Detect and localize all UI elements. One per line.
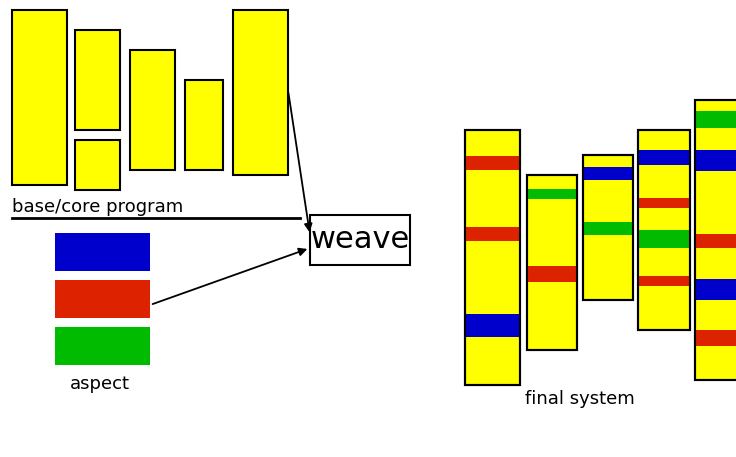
Bar	[465, 155, 520, 170]
Bar	[465, 130, 520, 385]
Bar	[527, 266, 577, 282]
Text: aspect: aspect	[70, 375, 130, 393]
Text: weave: weave	[311, 225, 410, 255]
Bar	[638, 130, 690, 330]
Bar	[638, 230, 690, 248]
Bar	[695, 329, 736, 346]
Text: base/core program: base/core program	[12, 198, 183, 216]
Bar	[638, 130, 690, 330]
Text: final system: final system	[525, 390, 635, 408]
Bar	[695, 234, 736, 249]
Bar	[465, 314, 520, 336]
Bar	[527, 175, 577, 350]
Bar	[638, 276, 690, 286]
Bar	[638, 150, 690, 165]
Bar	[55, 327, 150, 365]
Bar	[695, 111, 736, 128]
Bar	[12, 10, 67, 185]
Bar	[465, 130, 520, 385]
Bar	[583, 155, 633, 300]
Bar	[695, 100, 736, 380]
Bar	[310, 215, 410, 265]
Bar	[55, 233, 150, 271]
Bar	[695, 150, 736, 171]
Bar	[527, 189, 577, 199]
Bar	[583, 167, 633, 180]
Bar	[233, 10, 288, 175]
Bar	[527, 175, 577, 350]
Bar	[465, 227, 520, 241]
Bar	[583, 155, 633, 300]
Bar	[638, 198, 690, 208]
Bar	[695, 279, 736, 300]
Bar	[75, 30, 120, 130]
Bar	[695, 100, 736, 380]
Bar	[130, 50, 175, 170]
Bar	[55, 280, 150, 318]
Bar	[75, 140, 120, 190]
Bar	[185, 80, 223, 170]
Bar	[583, 222, 633, 235]
